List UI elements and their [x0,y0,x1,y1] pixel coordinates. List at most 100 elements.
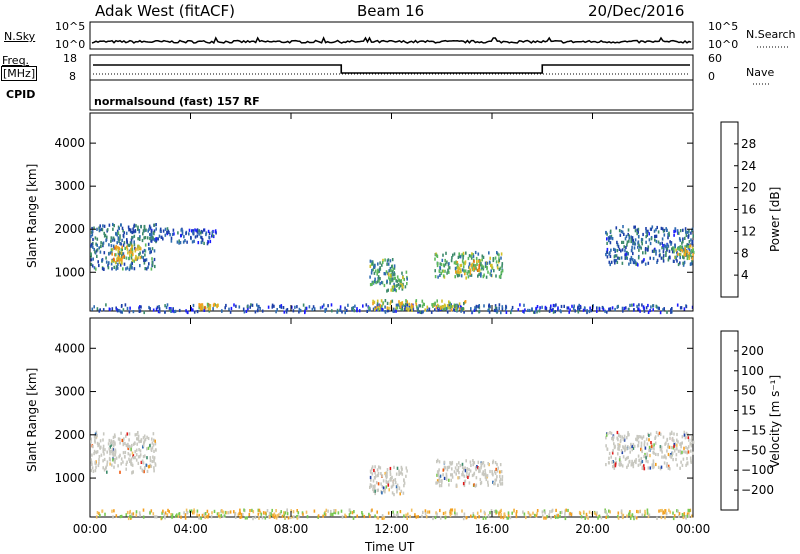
data-cell [637,263,639,267]
data-cell [612,449,614,453]
data-cell [653,447,655,451]
data-cell [619,434,622,438]
data-cell [494,461,497,465]
data-cell [665,512,668,516]
data-cell [120,462,122,466]
data-cell [133,243,136,247]
data-cell [111,252,113,256]
data-cell [561,510,563,514]
data-cell [94,460,97,464]
data-cell [664,455,666,459]
data-cell [96,243,98,247]
data-cell [94,236,97,240]
data-cell [377,482,380,486]
data-cell [233,510,235,514]
data-cell [449,511,451,515]
data-cell [121,238,123,242]
data-cell [385,475,388,479]
data-cell [684,236,686,240]
data-cell [462,265,465,269]
data-cell [115,247,118,251]
data-cell [166,230,168,234]
data-cell [103,452,105,456]
data-cell [478,305,481,309]
data-cell [138,309,141,313]
data-cell [400,489,403,493]
data-cell [375,481,378,485]
data-cell [296,305,298,309]
data-cell [405,270,408,274]
data-cell [536,310,538,314]
data-cell [271,303,274,307]
data-cell [671,250,674,254]
data-cell [458,461,460,465]
data-cell [645,227,647,231]
data-cell [115,265,118,269]
data-cell [636,434,638,439]
data-cell [616,260,619,264]
data-cell [92,445,94,449]
data-cell [396,303,399,307]
data-cell [668,445,671,449]
data-cell [626,447,628,451]
data-cell [627,431,629,435]
data-cell [614,457,617,461]
data-cell [152,455,154,459]
data-cell [659,311,662,315]
data-cell [637,463,640,467]
data-cell [401,271,403,275]
data-cell [369,308,371,312]
data-cell [153,229,156,233]
data-cell [682,240,684,244]
data-cell [510,308,513,312]
data-cell [538,309,541,313]
data-cell [642,251,644,255]
data-cell [391,258,394,262]
data-cell [461,509,463,513]
data-cell [149,236,151,241]
data-cell [356,309,358,313]
data-cell [676,443,678,447]
data-cell [105,238,107,243]
data-cell [498,258,501,263]
data-cell [150,250,152,254]
data-cell [677,246,679,250]
data-cell [400,301,402,306]
data-cell [439,306,442,310]
data-cell [586,309,588,313]
data-cell [523,512,526,516]
data-cell [155,238,158,243]
data-cell [400,279,403,283]
data-cell [151,446,154,450]
data-cell [439,474,442,478]
data-cell [636,228,639,232]
data-cell [398,486,401,490]
data-cell [178,239,180,243]
data-cell [298,515,300,519]
data-cell [108,223,111,227]
data-cell [625,306,627,310]
data-cell [126,460,128,464]
data-cell [402,285,404,289]
data-cell [404,306,407,310]
data-cell [143,258,145,262]
data-cell [688,509,691,513]
data-cell [161,516,163,520]
colorbar-tick-label: 16 [741,203,756,217]
data-cell [686,250,689,254]
data-cell [132,310,135,314]
data-cell [140,460,143,464]
data-cell [380,482,382,486]
data-cell [102,459,104,463]
data-cell [663,247,665,251]
data-cell [652,450,654,455]
data-cell [96,511,99,515]
data-cell [515,512,518,516]
data-cell [143,236,145,240]
ytick-label: 1000 [54,265,85,279]
data-cell [374,465,376,469]
data-cell [461,462,464,466]
data-cell [457,468,459,472]
data-cell [444,269,446,273]
data-cell [91,307,94,311]
